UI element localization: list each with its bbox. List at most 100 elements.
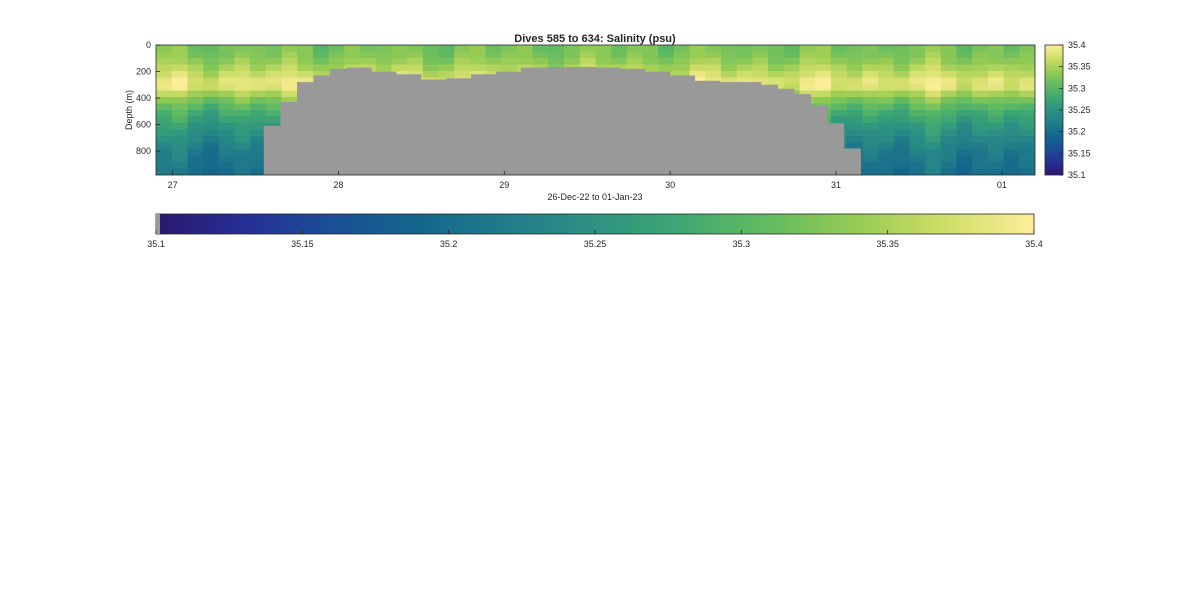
- heatmap-cell: [171, 103, 188, 111]
- heatmap-cell: [689, 58, 706, 66]
- heatmap-cell: [171, 116, 188, 124]
- heatmap-cell: [328, 58, 345, 66]
- heatmap-cell: [234, 129, 251, 137]
- heatmap-cell: [925, 136, 942, 144]
- heatmap-cell: [1003, 142, 1020, 150]
- y-axis-label: Depth (m): [124, 90, 134, 130]
- heatmap-cell: [422, 64, 440, 72]
- heatmap-cell: [1019, 168, 1035, 175]
- heatmap-cell: [156, 45, 173, 53]
- heatmap-cell: [218, 123, 236, 131]
- heatmap-cell: [407, 45, 424, 53]
- heatmap-cell: [862, 97, 879, 105]
- heatmap-cell: [1019, 97, 1035, 105]
- heatmap-cell: [925, 116, 942, 124]
- heatmap-cell: [721, 71, 738, 79]
- heatmap-cell: [234, 45, 251, 53]
- heatmap-cell: [1003, 45, 1020, 53]
- heatmap-cell: [893, 71, 911, 79]
- heatmap-cell: [234, 77, 251, 85]
- heatmap-cell: [909, 58, 926, 66]
- heatmap-cell: [187, 136, 204, 144]
- heatmap-cell: [391, 51, 408, 59]
- heatmap-cell: [987, 84, 1005, 92]
- heatmap-cell: [956, 51, 973, 59]
- heatmap-cell: [297, 77, 314, 85]
- heatmap-cell: [736, 51, 754, 59]
- heatmap-cell: [469, 64, 487, 72]
- heatmap-cell: [548, 51, 565, 59]
- heatmap-cell: [391, 64, 408, 72]
- heatmap-cell: [501, 51, 518, 59]
- heatmap-cell: [156, 77, 173, 85]
- heatmap-cell: [312, 64, 330, 72]
- heatmap-cell: [878, 71, 895, 79]
- y-axis: 0 200 400 600 800: [136, 40, 160, 156]
- heatmap-cell: [234, 64, 251, 72]
- heatmap-cell: [234, 103, 251, 111]
- heatmap-cell: [940, 58, 958, 66]
- heatmap-cell: [721, 45, 738, 53]
- heatmap-cell: [925, 110, 942, 118]
- heatmap-cell: [187, 123, 204, 131]
- heatmap-cell: [187, 71, 204, 79]
- heatmap-cell: [156, 149, 173, 157]
- heatmap-cell: [987, 45, 1005, 53]
- heatmap-cell: [878, 77, 895, 85]
- heatmap-cell: [218, 142, 236, 150]
- heatmap-cell: [972, 97, 989, 105]
- heatmap-cell: [218, 97, 236, 105]
- heatmap-cell: [203, 71, 220, 79]
- heatmap-cell: [972, 149, 989, 157]
- heatmap-cell: [878, 84, 895, 92]
- heatmap-cell: [203, 149, 220, 157]
- x-tick-label: 01: [997, 180, 1007, 190]
- heatmap-cell: [375, 64, 393, 72]
- heatmap-cell: [250, 149, 267, 157]
- heatmap-cell: [203, 123, 220, 131]
- heatmap-cell: [815, 51, 832, 59]
- heatmap-cell: [940, 136, 958, 144]
- heatmap-cell: [171, 129, 188, 137]
- heatmap-cell: [501, 45, 518, 53]
- heatmap-cell: [940, 123, 958, 131]
- heatmap-cell: [250, 142, 267, 150]
- heatmap-cell: [375, 45, 393, 53]
- heatmap-cell: [171, 84, 188, 92]
- heatmap-cell: [1003, 162, 1020, 170]
- heatmap-cell: [987, 149, 1005, 157]
- heatmap-cell: [171, 97, 188, 105]
- heatmap-cell: [265, 71, 283, 79]
- heatmap-cell: [736, 77, 754, 85]
- heatmap-cell: [972, 110, 989, 118]
- heatmap-cell: [956, 58, 973, 66]
- heatmap-cell: [893, 162, 911, 170]
- heatmap-cell: [187, 162, 204, 170]
- heatmap-cell: [956, 90, 973, 98]
- heatmap-cell: [250, 90, 267, 98]
- heatmap-cell: [265, 45, 283, 53]
- heatmap-cell: [987, 116, 1005, 124]
- heatmap-cell: [878, 90, 895, 98]
- heatmap-cell: [893, 97, 911, 105]
- heatmap-cell: [422, 45, 440, 53]
- heatmap-cell: [187, 64, 204, 72]
- heatmap-cell: [925, 58, 942, 66]
- heatmap-cell: [815, 84, 832, 92]
- heatmap-cell: [171, 110, 188, 118]
- heatmap-cell: [956, 84, 973, 92]
- heatmap-cell: [312, 58, 330, 66]
- heatmap-cell: [250, 129, 267, 137]
- heatmap-cell: [909, 45, 926, 53]
- colorbar-tick-label: 35.3: [733, 239, 751, 249]
- heatmap-cell: [940, 129, 958, 137]
- heatmap-cell: [846, 116, 863, 124]
- heatmap-cell: [987, 136, 1005, 144]
- heatmap-cell: [250, 64, 267, 72]
- heatmap-cell: [281, 45, 298, 53]
- heatmap-cell: [862, 110, 879, 118]
- heatmap-cell: [218, 110, 236, 118]
- heatmap-cell: [925, 142, 942, 150]
- heatmap-cell: [673, 58, 691, 66]
- heatmap-cell: [956, 162, 973, 170]
